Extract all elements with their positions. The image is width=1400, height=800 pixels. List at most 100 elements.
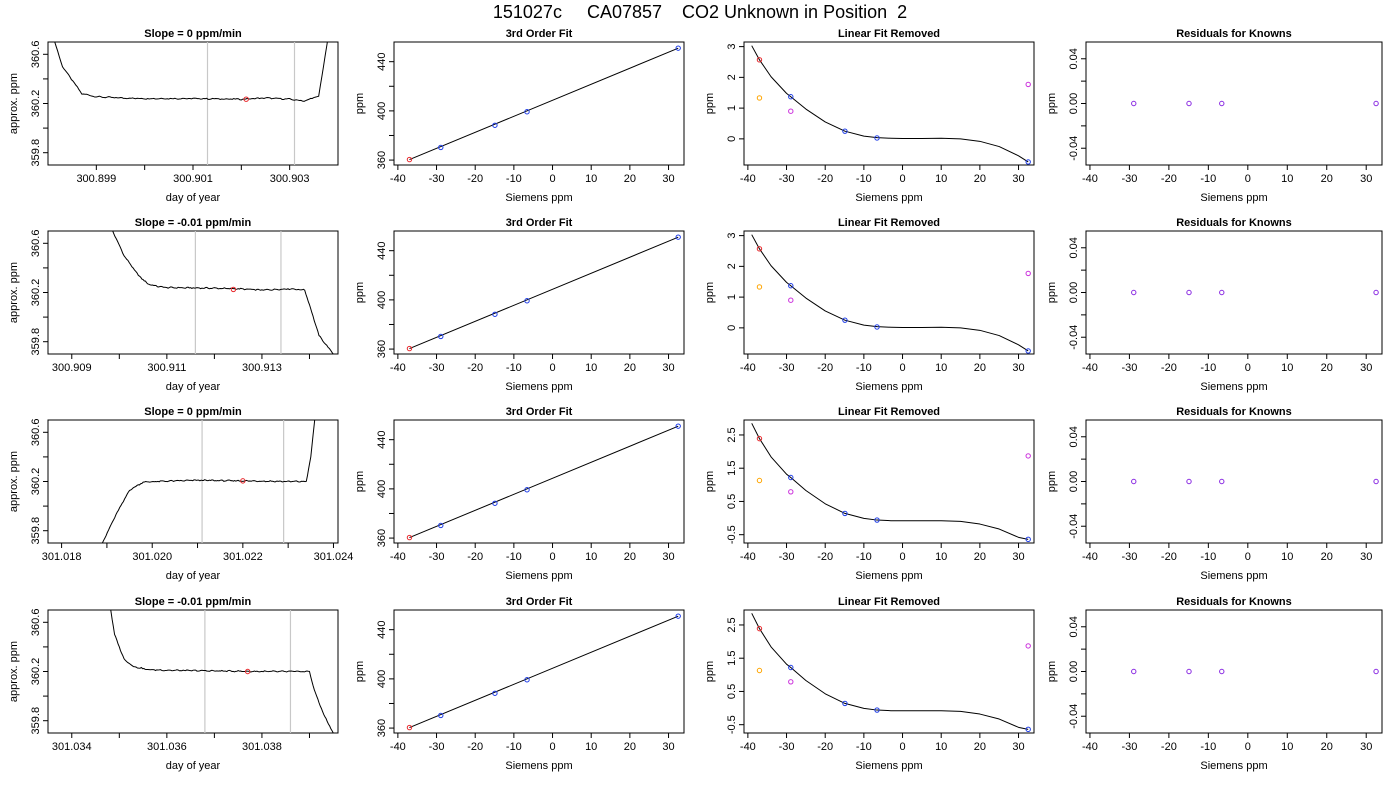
chart-r2c2-point-red xyxy=(406,345,413,352)
chart-r2c2-ytick-label: 400 xyxy=(376,291,388,309)
chart-r4c1-ytick-label: 359.8 xyxy=(30,707,42,735)
chart-r4c3-point-blue xyxy=(874,707,880,713)
chart-r4c3-point-orange xyxy=(756,667,763,674)
chart-r1c1-title: Slope = 0 ppm/min xyxy=(144,28,242,40)
chart-r4c3-xtick-label: 10 xyxy=(935,741,947,753)
chart-r1c4-xtick-label: -40 xyxy=(1082,173,1098,185)
chart-r4c4-xtick-label: -20 xyxy=(1161,741,1177,753)
chart-r3c3-xtick-label: -10 xyxy=(856,551,872,563)
chart-r2c1: Slope = -0.01 ppm/min 300.909 300.911 300.9… xyxy=(8,217,339,393)
chart-r1c2-point-red xyxy=(406,156,413,163)
chart-r4c4-plot-frame xyxy=(1085,609,1383,734)
chart-r4c1-plot-area xyxy=(110,610,334,733)
chart-r4c2-plot-frame xyxy=(393,609,685,734)
chart-r4c2-xtick-label: -20 xyxy=(467,741,483,753)
chart-r3c3-ytick-label: -0.5 xyxy=(726,525,738,544)
chart-r2c3-xlabel: Siemens ppm xyxy=(855,381,922,393)
chart-r3c2-xtick-label: -20 xyxy=(467,551,483,563)
chart-r3c4-xtick-label: 10 xyxy=(1281,551,1293,563)
chart-r2c3-xtick-label: -20 xyxy=(817,362,833,374)
chart-r1c3-plot-frame xyxy=(743,41,1035,166)
chart-r3c1-xlabel: day of year xyxy=(166,570,221,582)
chart-r3c3-point-magenta xyxy=(788,489,794,495)
chart-r2c3-xtick-label: -10 xyxy=(856,362,872,374)
chart-r3c4-plot-area xyxy=(1131,478,1379,485)
chart-r2c2-xlabel: Siemens ppm xyxy=(505,381,572,393)
chart-r3c4-xtick-label: -10 xyxy=(1200,551,1216,563)
chart-r4c4-plot-area xyxy=(1131,668,1379,675)
chart-r2c3-point-blue xyxy=(842,317,848,323)
chart-r3c1-xtick-label: 301.020 xyxy=(132,551,172,563)
chart-r2c4: Residuals for Knowns -40 -30 -20 -10 0 10 20 30 -… xyxy=(1046,217,1383,393)
chart-r1c3-xtick-label: 20 xyxy=(974,173,986,185)
chart-r2c1-xtick-label: 300.909 xyxy=(52,362,92,374)
chart-r3c1-series-line xyxy=(101,420,316,543)
chart-r3c3-ytick-label: 0.5 xyxy=(726,494,738,509)
chart-r1c4-xlabel: Siemens ppm xyxy=(1200,192,1267,204)
chart-r4c3-xtick-label: -40 xyxy=(740,741,756,753)
chart-r2c1-plot-frame xyxy=(47,230,339,355)
chart-r4c3-point-blue xyxy=(788,664,794,671)
chart-r1c2-xtick-label: 10 xyxy=(585,173,597,185)
chart-r2c1-plot-area xyxy=(112,231,334,354)
chart-r3c2-ytick-label: 400 xyxy=(376,480,388,498)
chart-r2c1-ytick-label: 360.6 xyxy=(30,230,42,258)
chart-r1c2-fit-curve xyxy=(409,47,679,161)
chart-r2c3: Linear Fit Removed -40 -30 -20 -10 0 10 20 30 0 1 2… xyxy=(704,217,1035,393)
chart-r3c4-xtick-label: -40 xyxy=(1082,551,1098,563)
chart-r3c2-ytick-label: 360 xyxy=(376,529,388,547)
chart-r1c3-fit-curve xyxy=(751,45,1029,163)
chart-r2c2-plot-area xyxy=(406,234,681,352)
chart-r2c4-xtick-label: 30 xyxy=(1360,362,1372,374)
chart-r4c2-xtick-label: 10 xyxy=(585,741,597,753)
chart-r2c1-point-red xyxy=(230,286,237,293)
chart-r1c3-ytick-label: 3 xyxy=(726,44,738,50)
chart-r1c3-point-orange xyxy=(756,95,763,101)
chart-r4c2-ytick-label: 360 xyxy=(376,719,388,737)
chart-r1c2-xtick-label: -30 xyxy=(429,173,445,185)
chart-r4c3-ytick-label: -0.5 xyxy=(726,715,738,734)
chart-r1c2-plot-frame xyxy=(393,41,685,166)
chart-r1c3-point-blue xyxy=(874,135,880,141)
chart-r1c1-series-line xyxy=(54,42,328,102)
chart-r3c3-xlabel: Siemens ppm xyxy=(855,570,922,582)
chart-r4c3-title: Linear Fit Removed xyxy=(838,596,940,608)
chart-r2c3-ytick-label: 2 xyxy=(726,263,738,269)
chart-r3c3-xtick-label: -20 xyxy=(817,551,833,563)
chart-r2c4-xtick-label: 0 xyxy=(1245,362,1251,374)
chart-r4c3-point-magenta xyxy=(1025,643,1031,649)
chart-r3c3-ylabel: ppm xyxy=(704,471,716,492)
chart-r4c2-point-blue xyxy=(492,690,498,696)
chart-r2c1-ytick-label: 359.8 xyxy=(30,328,42,356)
chart-r3c3-point-blue xyxy=(874,517,880,523)
chart-r2c4-xtick-label: -40 xyxy=(1082,362,1098,374)
chart-r2c2-title: 3rd Order Fit xyxy=(506,217,573,229)
chart-r3c2-fit-curve xyxy=(409,425,679,539)
chart-r4c4: Residuals for Knowns -40 -30 -20 -10 0 10 20 30 -… xyxy=(1046,596,1383,772)
chart-r4c4-xlabel: Siemens ppm xyxy=(1200,760,1267,772)
chart-r4c3-xtick-label: -20 xyxy=(817,741,833,753)
chart-r3c2-xtick-label: 20 xyxy=(624,551,636,563)
chart-r2c3-xtick-label: 30 xyxy=(1012,362,1024,374)
chart-r3c1-xtick-label: 301.022 xyxy=(223,551,263,563)
chart-r2c3-point-orange xyxy=(756,284,763,290)
chart-r4c3-plot-frame xyxy=(743,609,1035,734)
chart-r2c2-xtick-label: -20 xyxy=(467,362,483,374)
chart-r2c3-point-blue xyxy=(788,283,794,289)
chart-r1c4-ytick-label: 0.04 xyxy=(1068,48,1080,69)
chart-r1c3-ylabel: ppm xyxy=(704,93,716,114)
chart-r2c3-point-blue xyxy=(1025,348,1031,354)
chart-r2c4-plot-frame xyxy=(1085,230,1383,355)
chart-r1c1-ytick-label: 360.2 xyxy=(30,90,42,118)
chart-r4c2-point-blue xyxy=(524,677,530,683)
chart-r2c2-xtick-label: -40 xyxy=(390,362,406,374)
chart-r1c3: Linear Fit Removed -40 -30 -20 -10 0 10 20 30 0 1 2… xyxy=(704,28,1035,204)
chart-r4c4-ytick-label: 0.00 xyxy=(1068,661,1080,682)
chart-r4c2-ylabel: ppm xyxy=(354,661,366,682)
chart-r1c2-xtick-label: 20 xyxy=(624,173,636,185)
chart-r3c2-xtick-label: -10 xyxy=(506,551,522,563)
chart-r2c3-title: Linear Fit Removed xyxy=(838,217,940,229)
chart-r1c4-xtick-label: 0 xyxy=(1245,173,1251,185)
chart-r1c2-ytick-label: 360 xyxy=(376,151,388,169)
chart-r3c2-plot-area xyxy=(406,423,681,541)
